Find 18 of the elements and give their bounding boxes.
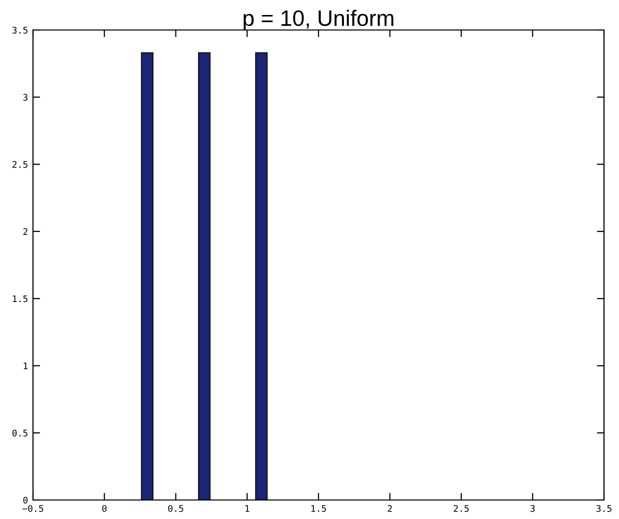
y-tick-label: 0: [23, 496, 28, 504]
chart-title: p = 10, Uniform: [244, 10, 394, 30]
y-tick-label: 3: [23, 94, 28, 101]
y-tick-label: 3.5: [12, 26, 28, 34]
x-tick-label: 1.5: [311, 505, 326, 512]
x-tick-label: 3.5: [596, 505, 612, 512]
y-tick-label: 0.5: [12, 430, 28, 436]
x-tick-label: −0.5: [22, 505, 44, 512]
y-tick-label: 2.5: [12, 161, 28, 168]
y-tick-label: 1: [24, 362, 28, 370]
x-tick-label: 2.5: [454, 505, 469, 512]
y-tick-label: 2: [23, 228, 28, 235]
x-tick-label: 2: [388, 505, 392, 512]
x-tick-label: 3: [530, 505, 535, 512]
y-tick-label: 1.5: [12, 295, 28, 302]
x-tick-label: 1: [245, 505, 250, 512]
x-tick-label: 0.5: [168, 505, 184, 512]
x-tick-label: 0: [102, 505, 107, 512]
